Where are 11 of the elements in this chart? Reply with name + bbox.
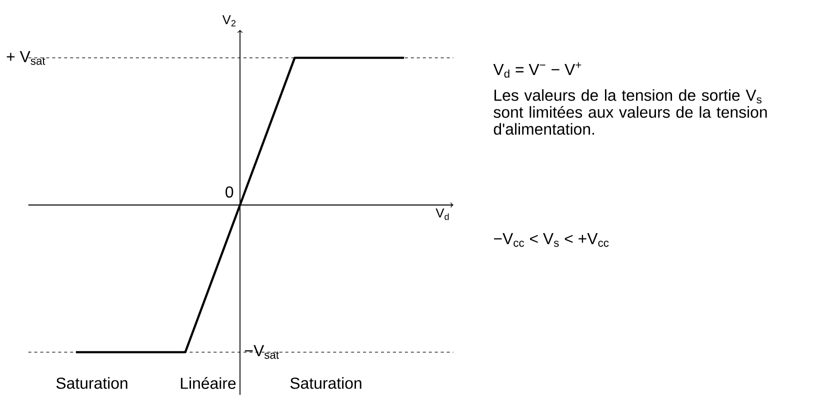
text: −V$_{cc}$ < V$_{s}$ < +V$_{cc}$	[494, 233, 609, 247]
text: Linéaire	[180, 377, 236, 389]
text: Saturation	[290, 377, 362, 389]
text: Les valeurs de la tension de sortie V$_{s}$ sont limitées aux valeurs de la tension d'alimentation.	[494, 89, 767, 135]
x-axis-title: V$_{d}$	[436, 208, 449, 220]
text: V$_{d}$ = V$^{−}$ − V$^{+}$	[493, 62, 582, 78]
annotation: −V$_{sat}$	[244, 345, 279, 359]
text: Saturation	[56, 377, 128, 389]
annotation: + V$_{sat}$	[6, 51, 46, 65]
annotation: 0	[226, 186, 234, 198]
y-axis-title: V$_{2}$	[222, 15, 236, 26]
